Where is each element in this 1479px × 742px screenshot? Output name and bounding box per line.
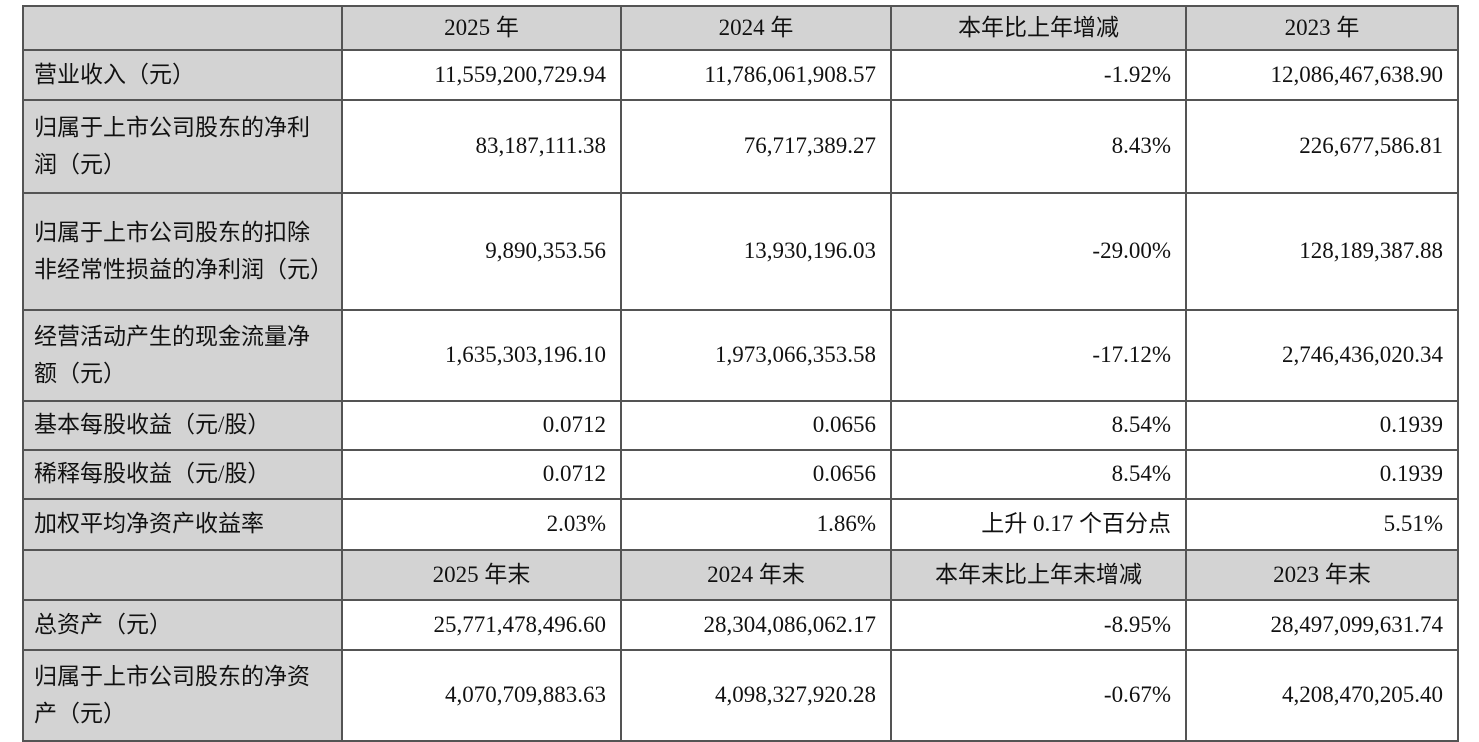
value-cell: -17.12% [890, 309, 1187, 402]
value-cell: -29.00% [890, 192, 1187, 311]
table-row-diluted-eps: 稀释每股收益（元/股） 0.0712 0.0656 8.54% 0.1939 [22, 449, 1459, 500]
value-cell: 0.0656 [620, 449, 892, 500]
table-row-basic-eps: 基本每股收益（元/股） 0.0712 0.0656 8.54% 0.1939 [22, 400, 1459, 451]
column-header-2023: 2023 年 [1185, 5, 1459, 51]
column-header-2025-end: 2025 年末 [341, 549, 622, 601]
row-label: 归属于上市公司股东的净资产（元） [22, 649, 343, 742]
financial-summary: 2025 年 2024 年 本年比上年增减 2023 年 营业收入（元） 11,… [22, 5, 1459, 742]
row-label: 归属于上市公司股东的净利润（元） [22, 99, 343, 194]
value-cell: 83,187,111.38 [341, 99, 622, 194]
value-cell: 226,677,586.81 [1185, 99, 1459, 194]
value-cell: 0.0712 [341, 449, 622, 500]
row-label: 归属于上市公司股东的扣除非经常性损益的净利润（元） [22, 192, 343, 311]
row-label: 营业收入（元） [22, 49, 343, 101]
row-label: 总资产（元） [22, 599, 343, 651]
value-cell: 11,559,200,729.94 [341, 49, 622, 101]
financial-summary-table: 2025 年 2024 年 本年比上年增减 2023 年 营业收入（元） 11,… [22, 5, 1459, 742]
value-cell: 13,930,196.03 [620, 192, 892, 311]
table-row-net-profit-excl-nonrecurring: 归属于上市公司股东的扣除非经常性损益的净利润（元） 9,890,353.56 1… [22, 192, 1459, 311]
column-header-2024-end: 2024 年末 [620, 549, 892, 601]
value-cell: 0.0712 [341, 400, 622, 451]
table-row-net-assets: 归属于上市公司股东的净资产（元） 4,070,709,883.63 4,098,… [22, 649, 1459, 742]
row-label: 基本每股收益（元/股） [22, 400, 343, 451]
column-header-2023-end: 2023 年末 [1185, 549, 1459, 601]
value-cell: 4,070,709,883.63 [341, 649, 622, 742]
value-cell: -0.67% [890, 649, 1187, 742]
table-row-net-profit: 归属于上市公司股东的净利润（元） 83,187,111.38 76,717,38… [22, 99, 1459, 194]
value-cell: -8.95% [890, 599, 1187, 651]
column-header-2024: 2024 年 [620, 5, 892, 51]
value-cell: 4,098,327,920.28 [620, 649, 892, 742]
value-cell: 1,635,303,196.10 [341, 309, 622, 402]
value-cell: 28,304,086,062.17 [620, 599, 892, 651]
row-label: 加权平均净资产收益率 [22, 498, 343, 551]
table-row-operating-cash-flow: 经营活动产生的现金流量净额（元） 1,635,303,196.10 1,973,… [22, 309, 1459, 402]
table-row-revenue: 营业收入（元） 11,559,200,729.94 11,786,061,908… [22, 49, 1459, 101]
table-row-total-assets: 总资产（元） 25,771,478,496.60 28,304,086,062.… [22, 599, 1459, 651]
value-cell: 0.1939 [1185, 449, 1459, 500]
value-cell: 8.54% [890, 449, 1187, 500]
row-label: 经营活动产生的现金流量净额（元） [22, 309, 343, 402]
value-cell: 25,771,478,496.60 [341, 599, 622, 651]
value-cell: 8.54% [890, 400, 1187, 451]
value-cell: 76,717,389.27 [620, 99, 892, 194]
value-cell: 28,497,099,631.74 [1185, 599, 1459, 651]
value-cell: 2.03% [341, 498, 622, 551]
corner-empty-cell [22, 549, 343, 601]
value-cell: 5.51% [1185, 498, 1459, 551]
value-cell: 11,786,061,908.57 [620, 49, 892, 101]
value-cell: 上升 0.17 个百分点 [890, 498, 1187, 551]
value-cell: 2,746,436,020.34 [1185, 309, 1459, 402]
value-cell: 12,086,467,638.90 [1185, 49, 1459, 101]
corner-empty-cell [22, 5, 343, 51]
value-cell: -1.92% [890, 49, 1187, 101]
period-header-row: 2025 年 2024 年 本年比上年增减 2023 年 [22, 5, 1459, 51]
value-cell: 0.1939 [1185, 400, 1459, 451]
value-cell: 0.0656 [620, 400, 892, 451]
table-row-weighted-roe: 加权平均净资产收益率 2.03% 1.86% 上升 0.17 个百分点 5.51… [22, 498, 1459, 551]
period-end-header-row: 2025 年末 2024 年末 本年末比上年末增减 2023 年末 [22, 549, 1459, 601]
value-cell: 128,189,387.88 [1185, 192, 1459, 311]
value-cell: 1,973,066,353.58 [620, 309, 892, 402]
value-cell: 8.43% [890, 99, 1187, 194]
value-cell: 9,890,353.56 [341, 192, 622, 311]
column-header-yearend-change: 本年末比上年末增减 [890, 549, 1187, 601]
column-header-yoy-change: 本年比上年增减 [890, 5, 1187, 51]
row-label: 稀释每股收益（元/股） [22, 449, 343, 500]
value-cell: 4,208,470,205.40 [1185, 649, 1459, 742]
value-cell: 1.86% [620, 498, 892, 551]
column-header-2025: 2025 年 [341, 5, 622, 51]
